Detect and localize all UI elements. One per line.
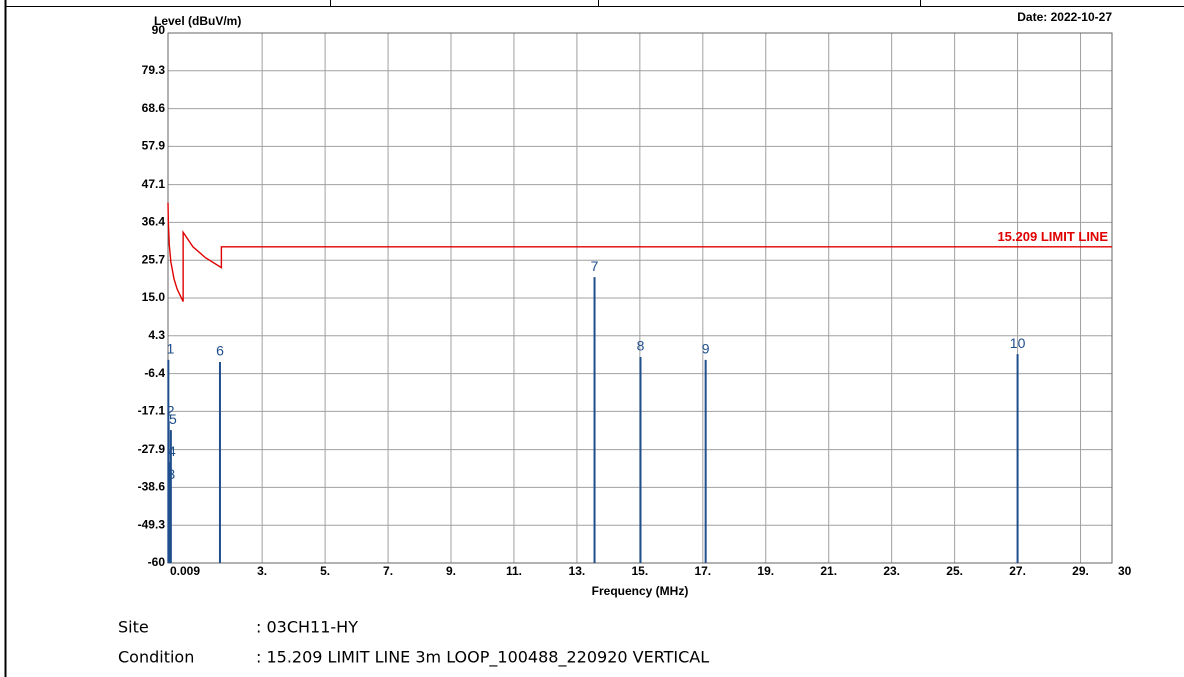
y-axis-label: Level (dBuV/m): [154, 14, 241, 28]
marker-label: 6: [216, 343, 224, 359]
marker-label: 2: [167, 402, 175, 418]
marker-label: 4: [168, 443, 176, 459]
condition-value: : 15.209 LIMIT LINE 3m LOOP_100488_22092…: [256, 648, 709, 668]
y-tick-label: -38.6: [138, 480, 166, 494]
x-tick-label: 11.: [506, 564, 522, 578]
x-tick-label: 23.: [883, 564, 900, 578]
x-axis-label: Frequency (MHz): [592, 584, 689, 598]
y-tick-label: 15.0: [142, 290, 166, 304]
limit-line: [167, 202, 1112, 302]
date: Date: 2022-10-27: [1017, 10, 1112, 24]
x-tick-label: 30: [1118, 564, 1132, 578]
y-tick-label: 57.9: [142, 139, 166, 153]
x-tick-label: 7.: [383, 564, 393, 578]
site-label: Site: [118, 618, 149, 637]
x-tick-label: 27.: [1009, 564, 1026, 578]
y-tick-label: 79.3: [142, 63, 166, 77]
x-tick-label: 3.: [257, 564, 267, 578]
series-label: 15.209 LIMIT LINE: [997, 229, 1108, 244]
y-tick-label: -17.1: [138, 404, 166, 418]
marker-label: 10: [1010, 335, 1026, 351]
y-tick-label: -6.4: [144, 366, 165, 380]
x-tick-label: 5.: [320, 564, 330, 578]
site-value: : 03CH11-HY: [256, 618, 358, 637]
y-tick-label: 47.1: [142, 177, 166, 191]
y-tick-label: 4.3: [148, 328, 165, 342]
y-tick-label: 25.7: [142, 252, 166, 266]
x-tick-label: 15.: [632, 564, 649, 578]
x-tick-label: 9.: [446, 564, 456, 578]
x-tick-label: 21.: [820, 564, 837, 578]
x-tick-label: 13.: [569, 564, 586, 578]
x-tick-label: 25.: [946, 564, 963, 578]
marker-label: 1: [166, 341, 174, 357]
marker-label: 8: [637, 338, 645, 354]
x-tick-label: 19.: [757, 564, 774, 578]
plot-area: -60-49.3-38.6-27.9-17.1-6.44.315.025.736…: [138, 23, 1132, 578]
y-tick-label: -60: [148, 555, 166, 569]
condition-label: Condition: [118, 648, 194, 667]
marker-label: 9: [702, 341, 710, 357]
y-tick-label: -27.9: [138, 442, 166, 456]
x-tick-label: 29.: [1072, 564, 1089, 578]
y-tick-label: 36.4: [142, 215, 166, 229]
y-tick-label: -49.3: [138, 517, 166, 531]
x-tick-label: 17.: [694, 564, 711, 578]
marker-label: 7: [591, 258, 599, 274]
x-tick-label: 0.009: [170, 564, 200, 578]
y-tick-label: 68.6: [142, 101, 166, 115]
marker-label: 5: [169, 411, 177, 427]
y-tick-label: 90: [152, 23, 166, 37]
